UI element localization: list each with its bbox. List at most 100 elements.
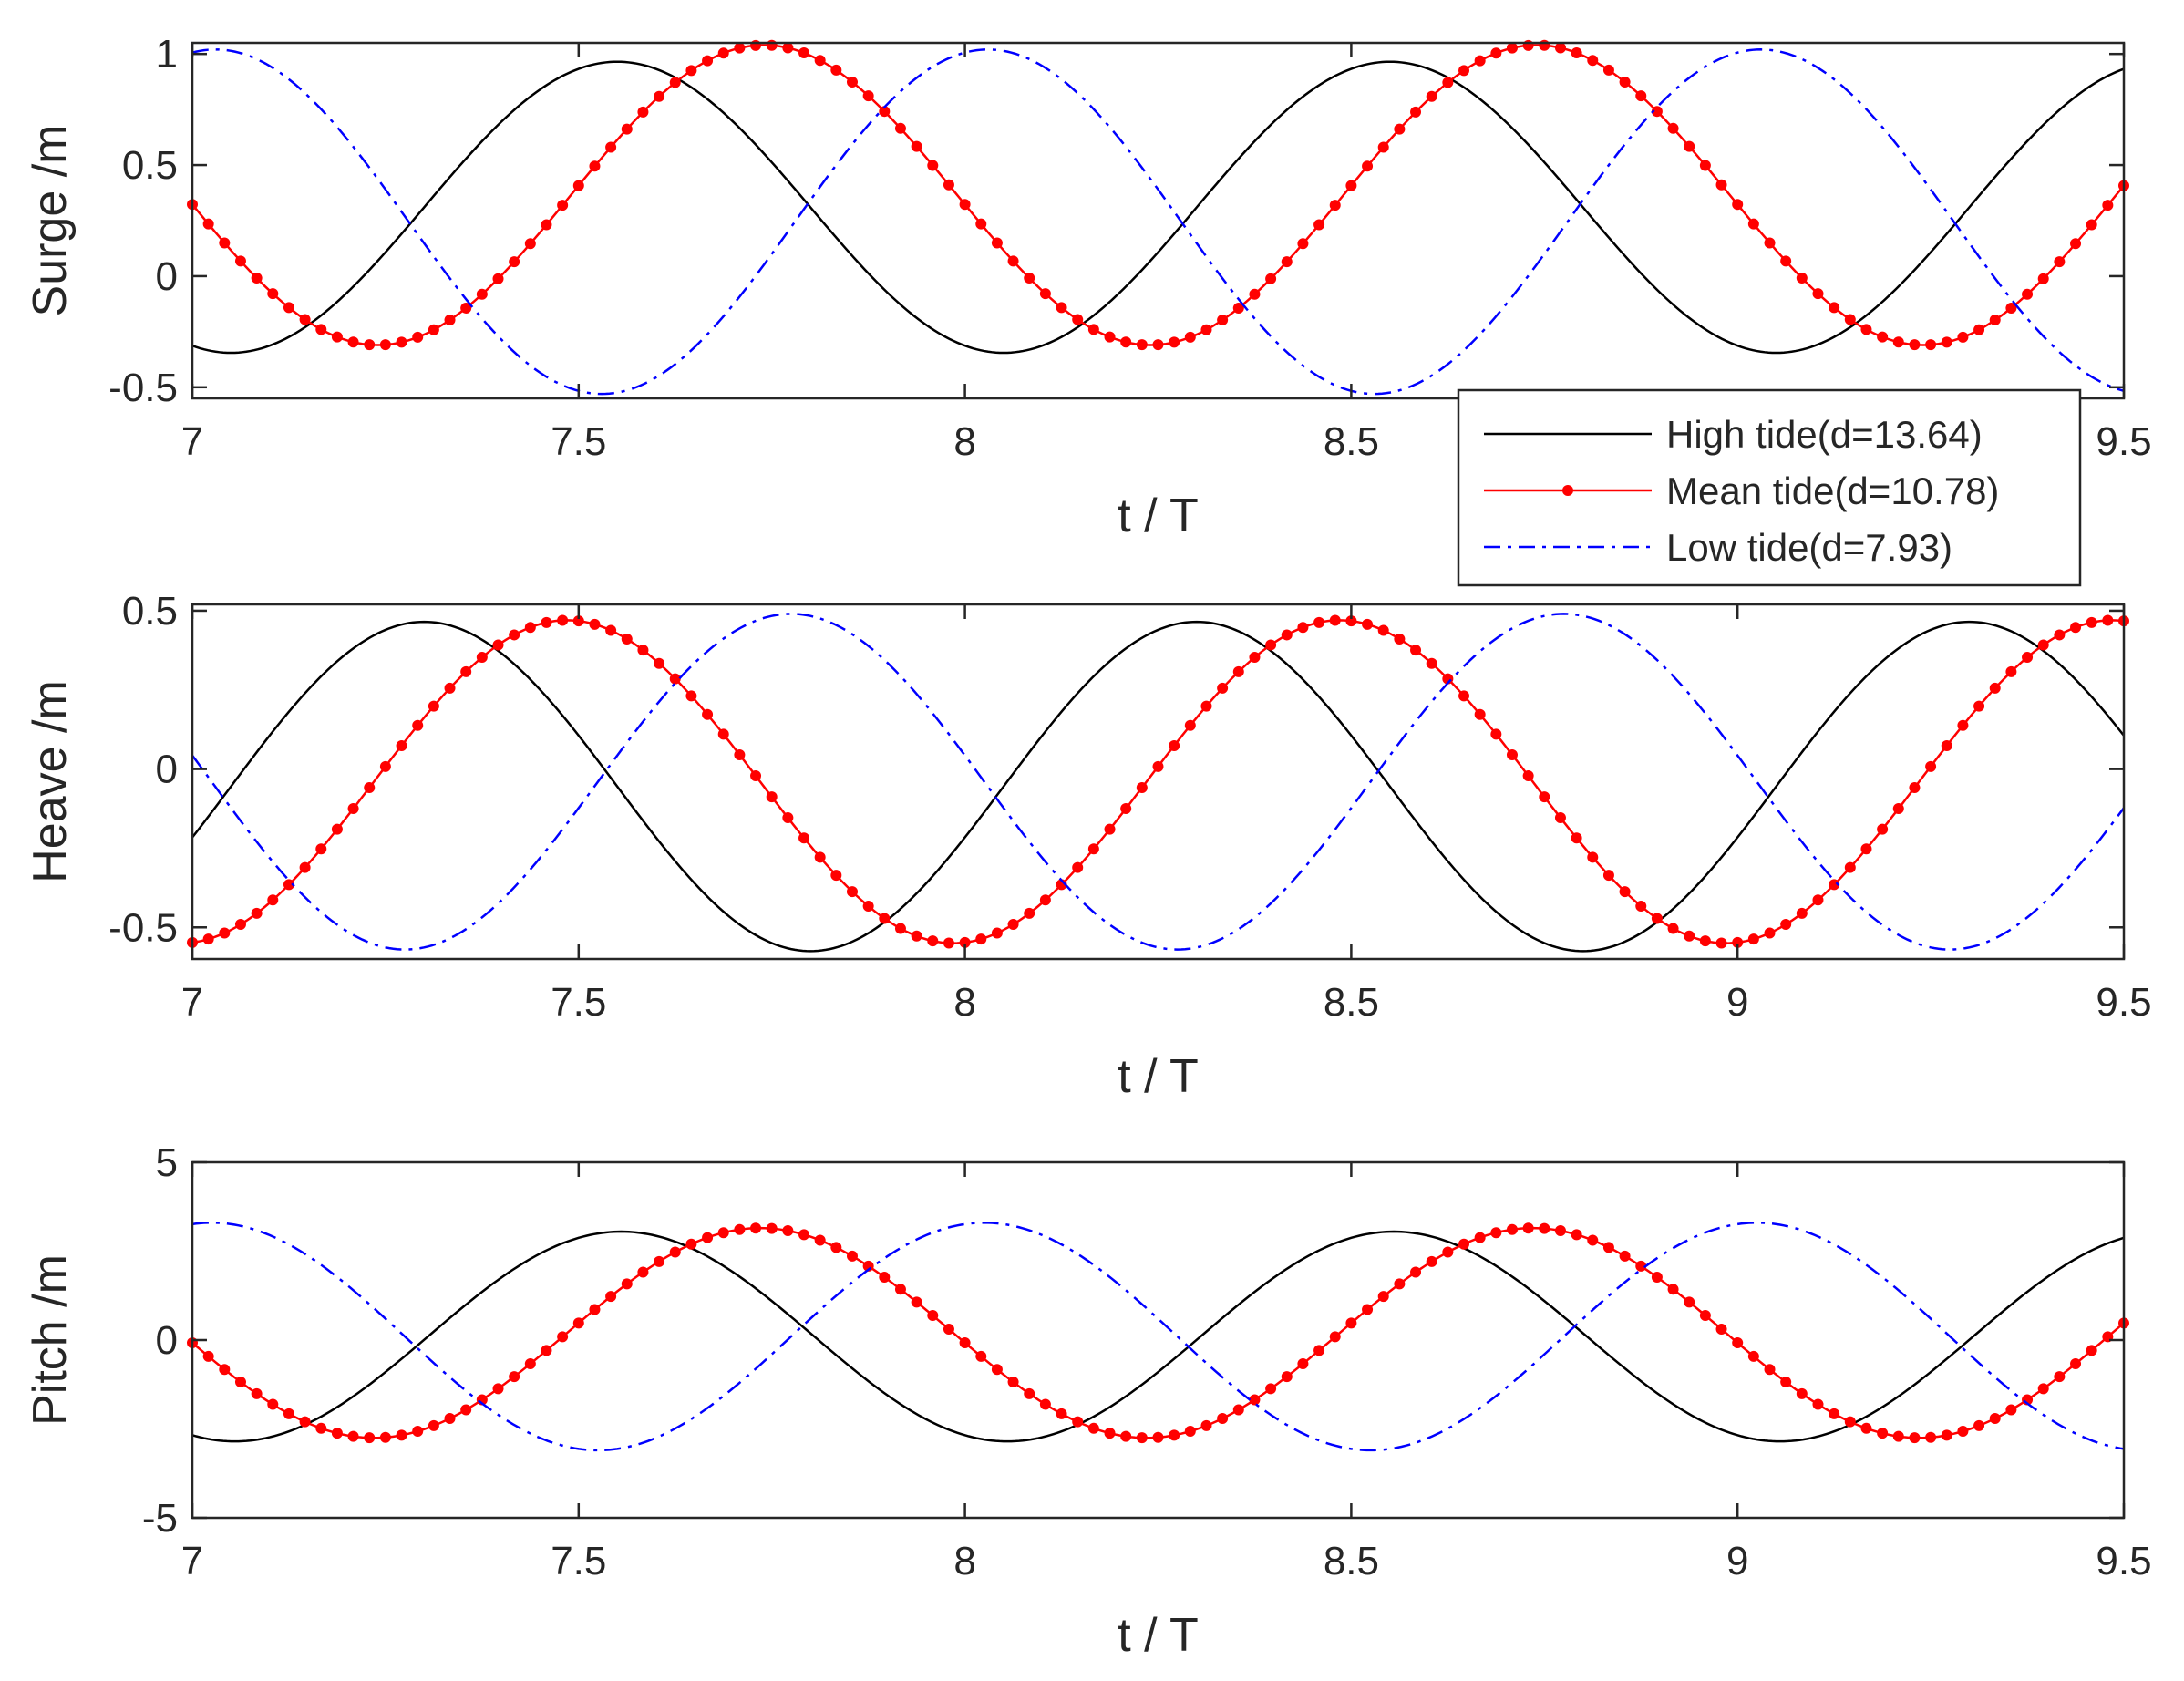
heave-x-tick-label: 7.5 xyxy=(551,980,606,1025)
heave-mean-marker xyxy=(1812,894,1824,906)
surge-mean-marker xyxy=(379,339,391,351)
pitch-mean-marker xyxy=(1747,1350,1759,1362)
surge-mean-marker xyxy=(347,336,359,348)
pitch-mean-marker xyxy=(234,1377,246,1388)
surge-mean-marker xyxy=(1667,122,1679,134)
surge-mean-markers xyxy=(187,39,2129,351)
pitch-mean-marker xyxy=(605,1291,617,1303)
heave-mean-marker xyxy=(1796,907,1808,919)
pitch-series-group xyxy=(187,1222,2129,1452)
surge-mean-marker xyxy=(1056,302,1067,314)
surge-mean-marker xyxy=(1925,339,1937,351)
surge-mean-marker xyxy=(428,324,439,335)
pitch-mean-marker xyxy=(428,1419,439,1431)
heave-mean-marker xyxy=(750,770,762,782)
pitch-mean-marker xyxy=(331,1428,343,1439)
heave-mean-marker xyxy=(1522,770,1534,782)
pitch-mean-marker xyxy=(1024,1387,1035,1399)
heave-series-high-line xyxy=(191,620,2125,953)
pitch-x-tick-label: 8.5 xyxy=(1324,1539,1379,1583)
pitch-x-tick-label: 7 xyxy=(181,1539,203,1583)
pitch-mean-marker xyxy=(1877,1428,1889,1439)
surge-mean-marker xyxy=(927,160,939,171)
pitch-mean-marker xyxy=(396,1429,407,1441)
heave-mean-marker xyxy=(637,645,649,656)
surge-mean-marker xyxy=(1571,47,1582,59)
heave-mean-marker xyxy=(894,923,906,934)
heave-mean-marker xyxy=(1941,739,1952,751)
heave-mean-marker xyxy=(1265,639,1277,651)
surge-mean-marker xyxy=(894,122,906,134)
surge-mean-marker xyxy=(830,64,842,76)
pitch-mean-marker xyxy=(654,1255,665,1267)
surge-mean-marker xyxy=(702,55,714,67)
pitch-mean-marker xyxy=(219,1364,231,1376)
heave-mean-marker xyxy=(1490,728,1502,740)
heave-mean-marker xyxy=(1780,919,1792,931)
heave-mean-marker xyxy=(991,927,1003,939)
pitch-mean-marker xyxy=(1345,1317,1357,1329)
surge-mean-marker xyxy=(2054,256,2066,268)
heave-mean-marker xyxy=(1925,760,1937,772)
heave-mean-marker xyxy=(1200,700,1212,712)
heave-mean-marker xyxy=(862,900,874,912)
heave-mean-marker xyxy=(428,700,439,712)
heave-mean-marker xyxy=(2054,629,2066,641)
pitch-mean-marker xyxy=(267,1398,279,1410)
pitch-x-tick-label: 9 xyxy=(1726,1539,1748,1583)
surge-mean-marker xyxy=(1232,302,1244,314)
pitch-mean-marker xyxy=(1522,1222,1534,1234)
pitch-mean-marker xyxy=(1684,1296,1695,1308)
heave-mean-marker xyxy=(1458,690,1470,702)
pitch-mean-marker xyxy=(975,1350,987,1362)
surge-mean-marker xyxy=(1635,90,1647,102)
surge-mean-marker xyxy=(1957,331,1969,343)
pitch-mean-marker xyxy=(509,1371,520,1383)
pitch-mean-marker xyxy=(1120,1430,1132,1442)
surge-mean-marker xyxy=(219,237,231,249)
pitch-mean-marker xyxy=(1329,1331,1341,1343)
pitch-axes-box xyxy=(191,1160,2126,1520)
heave-axes-box xyxy=(191,603,2126,961)
heave-mean-marker xyxy=(1635,900,1647,912)
surge-mean-marker xyxy=(492,273,504,284)
pitch-x-tick-label: 9.5 xyxy=(2096,1539,2151,1583)
heave-mean-marker xyxy=(1217,682,1229,694)
heave-mean-marker xyxy=(717,728,729,740)
heave-mean-marker xyxy=(1377,624,1389,636)
surge-mean-marker xyxy=(943,179,954,191)
surge-mean-marker xyxy=(1362,160,1374,172)
heave-mean-marker xyxy=(1667,923,1679,934)
heave-mean-marker xyxy=(1474,708,1486,720)
surge-mean-marker xyxy=(315,324,327,335)
surge-mean-marker xyxy=(1426,90,1437,102)
heave-mean-marker xyxy=(1087,843,1099,855)
pitch-mean-marker xyxy=(1265,1383,1277,1395)
pitch-mean-marker xyxy=(782,1225,794,1237)
pitch-mean-marker xyxy=(846,1250,858,1262)
surge-mean-marker xyxy=(798,47,810,59)
heave-panel: 7 7.5 8 8.5 9 9.5 -0.5 0 0.5 t / T Heave /m xyxy=(24,589,2152,1103)
heave-mean-marker xyxy=(1329,614,1341,626)
heave-mean-marker xyxy=(364,781,376,793)
heave-mean-marker xyxy=(509,629,520,641)
surge-mean-marker xyxy=(1554,42,1566,54)
pitch-mean-marker xyxy=(460,1404,472,1416)
pitch-mean-marker xyxy=(685,1238,697,1250)
surge-mean-marker xyxy=(814,55,826,67)
heave-mean-marker xyxy=(589,618,601,630)
heave-mean-marker xyxy=(814,851,826,863)
surge-panel: 7 7.5 8 8.5 9.5 -0.5 0 0.5 1 t / T Surge /m xyxy=(24,32,2152,542)
heave-series-mean-line xyxy=(191,619,2125,944)
pitch-mean-marker xyxy=(347,1430,359,1442)
surge-axes-box xyxy=(191,41,2126,400)
pitch-mean-marker xyxy=(1909,1432,1921,1444)
pitch-mean-marker xyxy=(524,1358,536,1370)
surge-mean-marker xyxy=(1200,324,1212,335)
heave-mean-marker xyxy=(911,930,922,942)
surge-y-tick-label: 0.5 xyxy=(122,143,178,188)
heave-mean-marker xyxy=(879,913,891,924)
surge-mean-marker xyxy=(669,77,681,88)
surge-mean-marker xyxy=(1217,315,1229,326)
